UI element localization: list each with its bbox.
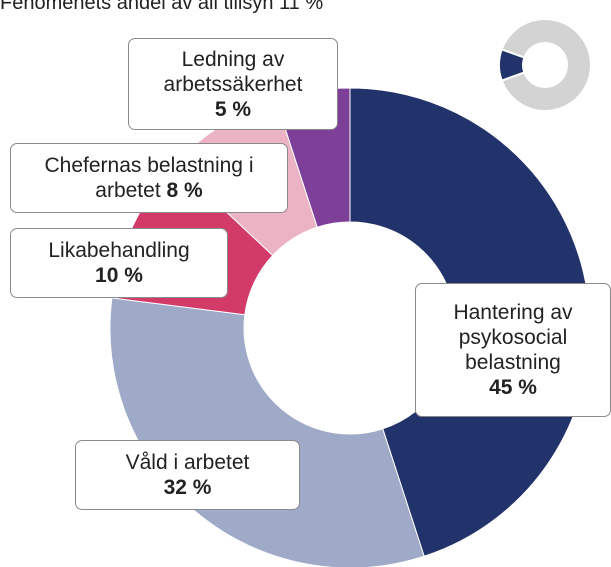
label-text: Hantering av psykosocial belastning 45 % — [424, 300, 602, 400]
segment-label: Våld i arbetet 32 % — [75, 440, 300, 510]
label-text: Likabehandling 10 % — [48, 238, 189, 288]
value-label: 10 % — [95, 264, 143, 287]
category-name: Likabehandling — [48, 239, 190, 262]
segment-label: Likabehandling 10 % — [10, 228, 228, 298]
title-text: Fenomenets andel av all tillsyn — [0, 0, 274, 14]
value-label: 32 % — [163, 476, 212, 499]
chart-title: Fenomenets andel av all tillsyn 11 % — [0, 0, 323, 15]
mini-rest — [500, 18, 592, 112]
mini-share — [498, 48, 526, 82]
segment-label: Chefernas belastning i arbetet 8 % — [10, 143, 288, 213]
segment-label: Ledning av arbetssäkerhet 5 % — [128, 38, 338, 130]
category-name: Hantering av psykosocial belastning — [453, 301, 573, 374]
value-label: 8 % — [166, 179, 203, 202]
category-name: Ledning av arbetssäkerhet — [163, 47, 303, 96]
label-text: Våld i arbetet 32 % — [126, 450, 250, 500]
segment-label: Hantering av psykosocial belastning 45 % — [415, 283, 611, 417]
label-text: Chefernas belastning i arbetet 8 % — [19, 153, 279, 203]
label-text: Ledning av arbetssäkerhet 5 % — [137, 47, 329, 122]
share-label: 11 % — [279, 0, 324, 14]
category-name: Chefernas belastning i arbetet — [44, 154, 254, 202]
value-label: 45 % — [489, 376, 537, 399]
value-label: 5 % — [214, 97, 252, 121]
donut-segment — [109, 297, 425, 567]
category-name: Våld i arbetet — [125, 451, 250, 474]
